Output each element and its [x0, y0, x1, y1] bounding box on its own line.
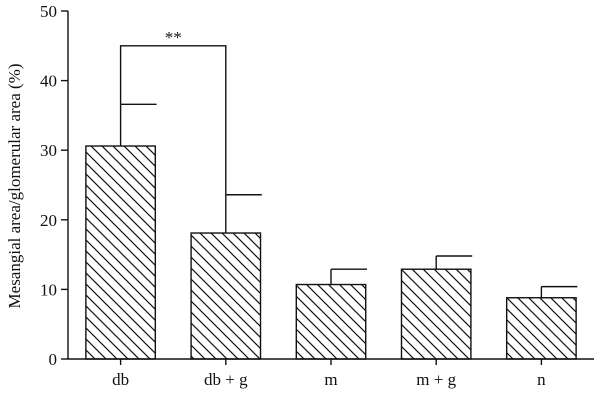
y-tick-label: 20 — [40, 211, 57, 230]
bars — [85, 145, 577, 360]
x-category-label: n — [537, 370, 546, 389]
significance-bracket — [119, 45, 227, 195]
x-category-label: db — [112, 370, 129, 389]
bar-1 — [190, 232, 262, 360]
bar-3 — [400, 268, 472, 360]
bar-0 — [85, 145, 157, 360]
x-category-label: m — [324, 370, 337, 389]
bar-2 — [295, 283, 367, 360]
y-tick-label: 30 — [40, 141, 57, 160]
bar-4 — [505, 297, 577, 360]
x-categories: db db + g m m + g n — [112, 359, 546, 389]
y-tick-label: 50 — [40, 2, 57, 21]
y-tick-label: 0 — [49, 350, 58, 369]
annotations: ** — [119, 28, 227, 195]
significance-marker: ** — [165, 28, 182, 47]
y-ticks: 0 10 20 30 40 50 — [40, 2, 68, 369]
y-tick-label: 40 — [40, 72, 57, 91]
error-bars — [119, 103, 578, 298]
x-category-label: db + g — [204, 370, 248, 389]
x-category-label: m + g — [416, 370, 456, 389]
y-tick-label: 10 — [40, 280, 57, 299]
y-axis-label: Mesangial area/glomerular area (%) — [5, 64, 24, 309]
